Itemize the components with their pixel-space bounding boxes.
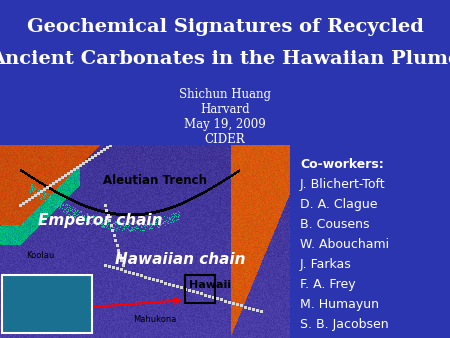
- Text: May 19, 2009: May 19, 2009: [184, 118, 266, 131]
- Text: Shichun Huang: Shichun Huang: [179, 88, 271, 101]
- Text: Harvard: Harvard: [200, 103, 250, 116]
- Text: S. B. Jacobsen: S. B. Jacobsen: [300, 318, 389, 331]
- Text: Aleutian Trench: Aleutian Trench: [103, 173, 207, 187]
- Text: Ancient Carbonates in the Hawaiian Plume: Ancient Carbonates in the Hawaiian Plume: [0, 50, 450, 68]
- Text: W. Abouchami: W. Abouchami: [300, 238, 389, 251]
- Text: Hawaii: Hawaii: [189, 280, 231, 290]
- Text: Mahukona: Mahukona: [133, 315, 177, 324]
- Text: Hawaiian chain: Hawaiian chain: [115, 252, 245, 267]
- Text: Emperor chain: Emperor chain: [38, 213, 162, 227]
- Text: Co-workers:: Co-workers:: [300, 158, 384, 171]
- Bar: [2, 275, 92, 333]
- Text: F. A. Frey: F. A. Frey: [300, 278, 356, 291]
- Text: Geochemical Signatures of Recycled: Geochemical Signatures of Recycled: [27, 18, 423, 36]
- Text: B. Cousens: B. Cousens: [300, 218, 369, 231]
- Text: CIDER: CIDER: [205, 133, 245, 146]
- Text: J. Blichert-Toft: J. Blichert-Toft: [300, 178, 386, 191]
- Text: D. A. Clague: D. A. Clague: [300, 198, 378, 211]
- Text: M. Humayun: M. Humayun: [300, 298, 379, 311]
- Text: J. Farkas: J. Farkas: [300, 258, 352, 271]
- Bar: [185, 275, 215, 303]
- Text: Koolau: Koolau: [26, 250, 54, 260]
